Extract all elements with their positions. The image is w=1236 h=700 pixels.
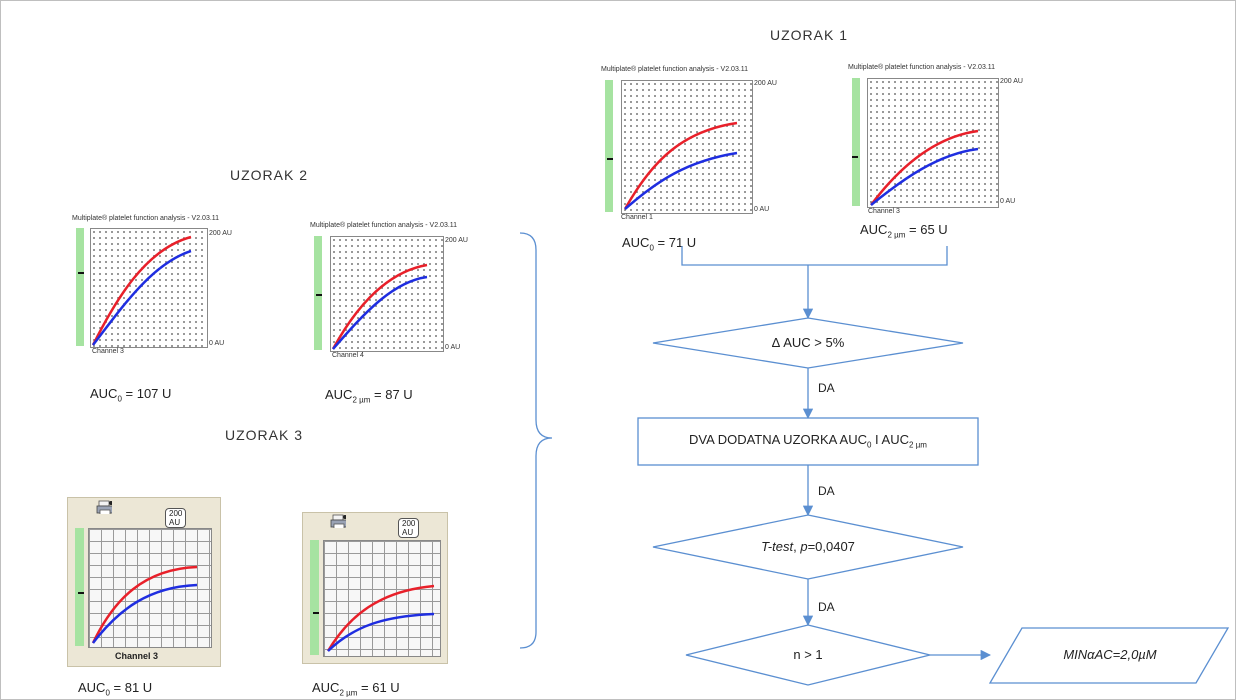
top-au-label: 200 AU <box>1000 78 1023 85</box>
decision3-diamond <box>685 624 931 686</box>
green-bar <box>76 228 84 346</box>
red-curve <box>326 584 435 652</box>
aggregation-curves <box>870 129 979 206</box>
red-curve <box>331 263 428 350</box>
auc-value: AUC0 = 107 U <box>90 386 172 404</box>
process-text: DVA DODATNA UZORKA AUC0 I AUC2 µm <box>689 432 927 450</box>
graph-grid <box>867 78 999 208</box>
channel-label: Channel 4 <box>332 352 364 359</box>
graph-grid <box>330 236 444 352</box>
graph-grid <box>621 80 753 214</box>
channel-label: Channel 3 <box>868 208 900 215</box>
bottom-au-label: 0 AU <box>445 344 461 351</box>
green-bar <box>75 528 84 646</box>
panel-title: Multiplate® platelet function analysis -… <box>601 66 749 73</box>
decision3-text: n > 1 <box>793 647 823 662</box>
printer-icon <box>96 500 112 514</box>
blue-curve <box>870 147 979 206</box>
channel-label: Channel 1 <box>621 214 653 221</box>
aggregation-curves <box>623 121 738 210</box>
red-curve <box>91 565 198 644</box>
level-tick <box>78 272 84 274</box>
green-bar <box>852 78 860 206</box>
label-uzorak-2: UZORAK 2 <box>230 167 309 183</box>
red-curve <box>870 129 979 206</box>
level-tick <box>78 592 84 594</box>
label-uzorak-1: UZORAK 1 <box>770 27 849 43</box>
label-uzorak-3: UZORAK 3 <box>225 427 304 443</box>
auc-value: AUC0 = 81 U <box>78 680 153 698</box>
au-display: 200 AU <box>398 518 420 538</box>
panel-title: Multiplate® platelet function analysis -… <box>72 215 220 222</box>
printer-icon <box>330 514 346 528</box>
green-bar <box>314 236 322 350</box>
red-curve <box>623 121 738 210</box>
level-tick <box>313 612 319 614</box>
graph-grid <box>90 228 208 348</box>
yes-label-1: DA <box>818 381 835 395</box>
yes-label-3: DA <box>818 600 835 614</box>
top-au-label: 200 AU <box>209 230 232 237</box>
bottom-au-label: 0 AU <box>1000 198 1016 205</box>
graph-grid <box>88 528 212 648</box>
blue-curve <box>92 583 198 644</box>
decision1-text: Δ AUC > 5% <box>771 335 845 350</box>
merge-connector <box>681 246 948 266</box>
channel-label: Channel 3 <box>92 348 124 355</box>
aggregation-curves <box>331 263 428 350</box>
aggregation-curves <box>91 565 198 644</box>
level-tick <box>316 294 322 296</box>
yes-label-2: DA <box>818 484 835 498</box>
channel-label: Channel 3 <box>115 651 159 661</box>
panel-title: Multiplate® platelet function analysis -… <box>848 64 996 71</box>
curly-brace <box>519 232 553 649</box>
auc-value: AUC0 = 71 U <box>622 235 697 253</box>
output-text: MINαAC=2,0µM <box>1063 647 1157 662</box>
aggregation-curves <box>326 584 435 652</box>
blue-curve <box>624 151 738 210</box>
auc-value: AUC2 µm = 87 U <box>325 387 413 405</box>
green-bar <box>605 80 613 212</box>
level-tick <box>852 156 858 158</box>
auc-value: AUC2 µm = 61 U <box>312 680 400 698</box>
decision2-text: T-test, p=0,0407 <box>761 539 855 554</box>
bottom-au-label: 0 AU <box>209 340 225 347</box>
red-curve <box>91 235 192 346</box>
top-au-label: 200 AU <box>445 237 468 244</box>
top-au-label: 200 AU <box>754 80 777 87</box>
panel-title: Multiplate® platelet function analysis -… <box>310 222 458 229</box>
aggregation-curves <box>91 235 192 346</box>
process-box <box>637 417 979 466</box>
level-tick <box>607 158 613 160</box>
blue-curve <box>327 612 435 652</box>
blue-curve <box>92 249 192 346</box>
blue-curve <box>332 275 428 350</box>
auc-value: AUC2 µm = 65 U <box>860 222 948 240</box>
au-display: 200 AU <box>165 508 187 528</box>
bottom-au-label: 0 AU <box>754 206 770 213</box>
green-bar <box>310 540 319 655</box>
output-parallelogram <box>988 627 1230 684</box>
graph-grid <box>323 540 441 657</box>
